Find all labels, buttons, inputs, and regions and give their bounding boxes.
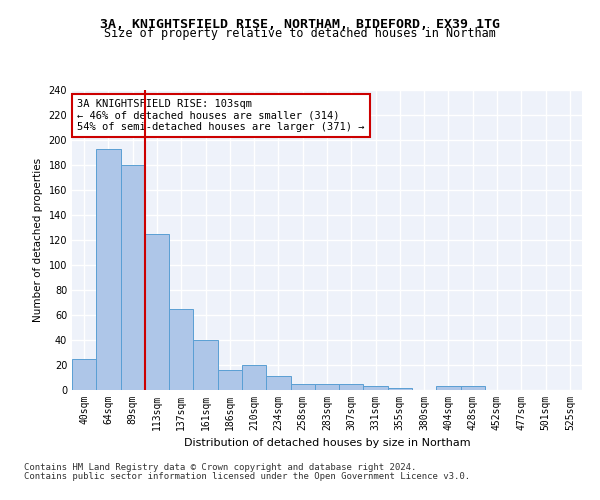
Bar xyxy=(339,384,364,390)
X-axis label: Distribution of detached houses by size in Northam: Distribution of detached houses by size … xyxy=(184,438,470,448)
Bar xyxy=(145,234,169,390)
Text: Size of property relative to detached houses in Northam: Size of property relative to detached ho… xyxy=(104,28,496,40)
Bar xyxy=(388,388,412,390)
Bar xyxy=(121,165,145,390)
Bar xyxy=(96,149,121,390)
Text: 3A, KNIGHTSFIELD RISE, NORTHAM, BIDEFORD, EX39 1TG: 3A, KNIGHTSFIELD RISE, NORTHAM, BIDEFORD… xyxy=(100,18,500,30)
Bar xyxy=(169,308,193,390)
Bar xyxy=(193,340,218,390)
Bar xyxy=(72,359,96,390)
Bar xyxy=(290,384,315,390)
Y-axis label: Number of detached properties: Number of detached properties xyxy=(33,158,43,322)
Text: Contains public sector information licensed under the Open Government Licence v3: Contains public sector information licen… xyxy=(24,472,470,481)
Text: Contains HM Land Registry data © Crown copyright and database right 2024.: Contains HM Land Registry data © Crown c… xyxy=(24,464,416,472)
Bar xyxy=(266,376,290,390)
Bar xyxy=(364,386,388,390)
Bar xyxy=(242,365,266,390)
Bar xyxy=(436,386,461,390)
Text: 3A KNIGHTSFIELD RISE: 103sqm
← 46% of detached houses are smaller (314)
54% of s: 3A KNIGHTSFIELD RISE: 103sqm ← 46% of de… xyxy=(77,99,365,132)
Bar xyxy=(461,386,485,390)
Bar xyxy=(315,384,339,390)
Bar xyxy=(218,370,242,390)
